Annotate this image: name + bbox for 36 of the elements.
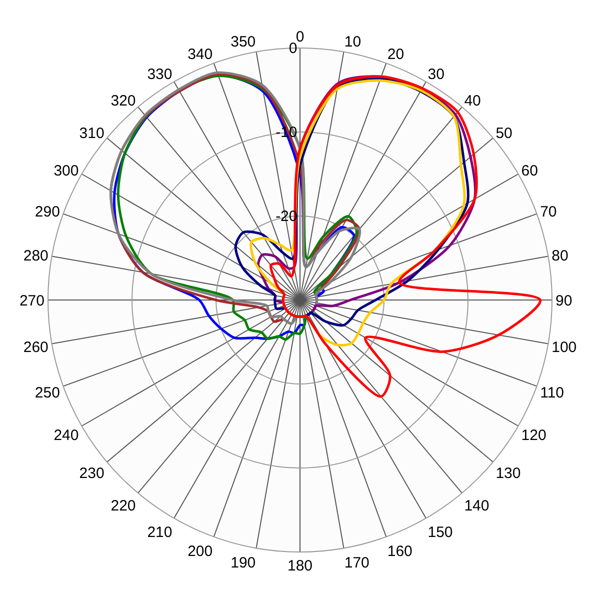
spoke-label: 340 [188, 46, 213, 63]
spoke-label: 200 [188, 542, 213, 560]
spoke-label: 290 [34, 204, 60, 221]
spoke-label: 160 [387, 542, 412, 560]
spoke-label: 10 [344, 33, 362, 50]
spoke-label: 190 [230, 554, 256, 572]
spoke-label: 90 [556, 292, 572, 310]
spoke-label: 80 [552, 247, 568, 264]
spoke-label: 70 [540, 204, 557, 221]
spoke-label: 230 [79, 464, 104, 482]
spoke-label: 250 [34, 384, 60, 402]
spoke-label: 220 [110, 498, 136, 515]
spoke-label: 170 [344, 554, 370, 572]
spoke-label: 270 [19, 292, 44, 310]
spoke-label: 260 [23, 339, 48, 356]
spoke-label: 300 [54, 162, 79, 180]
spoke-label: 320 [110, 92, 136, 110]
spoke-label: 350 [230, 33, 256, 50]
spoke-label: 180 [287, 558, 313, 574]
spoke-label: 100 [552, 339, 577, 356]
spoke-label: 120 [521, 426, 546, 444]
y-tick-label: 0 [296, 28, 304, 46]
spoke-label: 60 [521, 162, 538, 180]
spoke-label: 40 [464, 92, 481, 110]
spoke-label: 30 [428, 66, 444, 83]
spoke-label: 280 [23, 247, 48, 264]
spoke-label: 50 [496, 124, 512, 142]
spoke-label: 330 [147, 66, 172, 83]
spoke-label: 110 [540, 384, 564, 402]
spoke-label: 240 [54, 426, 79, 444]
spoke-label: 20 [387, 46, 404, 63]
spoke-label: 210 [147, 524, 172, 541]
spoke-label: 310 [79, 124, 104, 142]
spoke-label: 150 [428, 524, 453, 541]
spoke-label: 130 [496, 464, 521, 482]
spoke-label: 140 [464, 498, 490, 515]
